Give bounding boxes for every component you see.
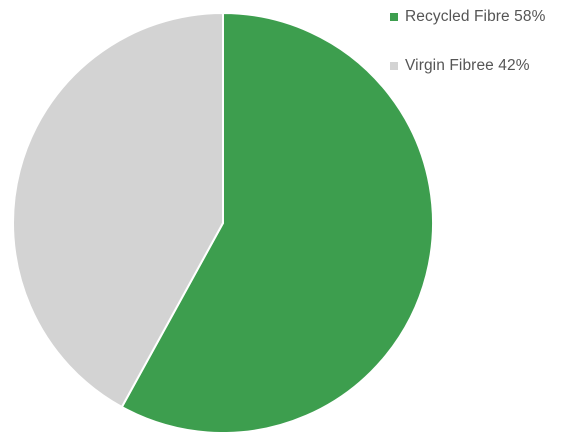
pie-slice-virgin-fibree (12, 12, 224, 409)
legend: Recycled Fibre 58% Virgin Fibree 42% (390, 6, 546, 104)
legend-swatch-recycled-fibre (390, 13, 398, 21)
legend-item-recycled-fibre: Recycled Fibre 58% (390, 6, 546, 28)
legend-item-virgin-fibree: Virgin Fibree 42% (390, 55, 546, 77)
legend-swatch-virgin-fibree (390, 62, 398, 70)
legend-label-virgin-fibree: Virgin Fibree 42% (405, 57, 530, 74)
legend-label-recycled-fibre: Recycled Fibre 58% (405, 8, 546, 25)
pie-slice-recycled-fibre (120, 12, 434, 432)
